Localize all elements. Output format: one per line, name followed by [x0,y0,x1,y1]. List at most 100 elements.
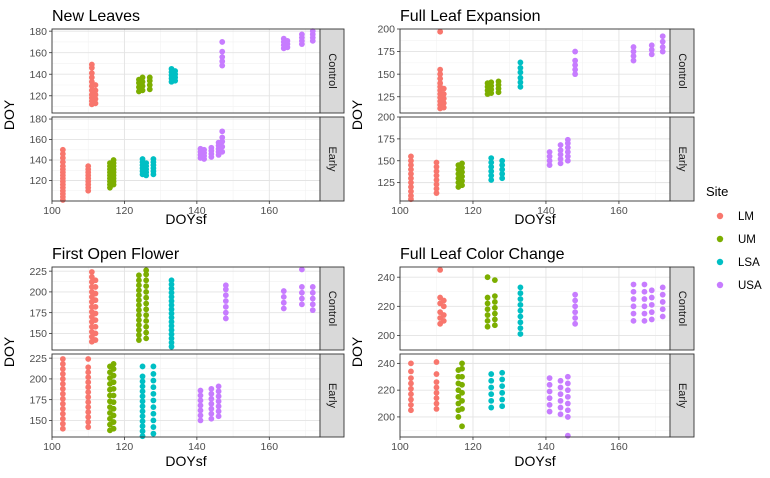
data-point-lm [440,303,447,310]
facet-strip [319,353,345,438]
data-point-um [459,164,465,171]
data-point-um [143,318,150,324]
data-point-lsa [517,307,524,314]
data-point-lm [408,192,414,199]
data-point-usa [648,46,655,53]
data-point-um [459,160,465,167]
data-point-usa [572,320,579,327]
data-point-lsa [499,376,506,383]
data-point-lsa [488,155,495,162]
data-point-lsa [517,325,524,332]
data-point-usa [648,294,655,301]
legend-key-lsa [716,258,724,266]
data-point-lsa [488,163,495,170]
data-point-um [136,277,142,284]
data-point-usa [208,415,215,422]
legend-key-lm [716,212,724,220]
data-point-lsa [139,383,146,390]
facet-panel-control: 125 150 175 200 Control [377,24,695,114]
data-point-usa [572,315,579,321]
data-point-lm [433,181,440,188]
data-point-lsa [168,314,175,321]
chart-title: New Leaves [52,8,140,25]
data-point-um [491,310,498,317]
data-point-usa [280,288,287,294]
data-point-um [459,177,465,184]
data-point-lsa [139,408,146,415]
data-point-usa [557,156,564,162]
data-point-lsa [168,306,175,313]
data-point-lm [408,375,414,381]
legend-item-usa: USA [716,280,762,292]
facet-strip-label: Control [676,291,688,326]
data-point-lsa [488,172,495,179]
data-point-usa [564,387,571,394]
data-point-um [459,365,465,372]
facet-strip [669,28,695,114]
data-point-lm [59,366,66,372]
facet-strip-label: Early [326,383,338,409]
facet-strip-label: Early [326,146,338,172]
data-point-um [110,372,117,379]
data-point-um [136,307,142,314]
data-point-lsa [499,175,506,182]
data-point-lsa [139,398,146,405]
data-point-usa [641,296,648,302]
data-point-lm [440,100,447,106]
y-tick-label: 200 [377,412,395,424]
data-point-um [110,419,117,425]
data-point-usa [659,313,666,320]
facet-strip [319,266,345,351]
data-point-usa [546,408,553,415]
data-point-um [459,373,465,380]
facet-panel-early: 125 150 175 200 Early 100 120 140 160 [377,112,695,217]
chart-3: Full Leaf Color Change DOY DOYsf 200 220 240 C… [349,246,695,469]
data-point-usa [309,28,316,35]
x-tick-label: 140 [537,441,555,453]
data-point-lm [85,374,92,381]
data-point-um [488,79,495,86]
data-point-lsa [488,177,495,183]
data-point-lm [85,394,92,401]
data-point-lm [59,361,66,367]
data-point-um [110,405,117,412]
data-point-lsa [517,79,524,86]
data-point-lsa [517,64,524,71]
data-point-lsa [150,424,157,430]
data-point-usa [215,413,222,420]
data-point-usa [659,284,666,291]
facet-panel-control: 150 175 200 225 Control [29,266,345,351]
data-point-lsa [139,378,146,385]
data-point-um [110,379,117,386]
data-point-um [136,322,142,328]
data-point-lsa [139,418,146,425]
data-point-usa [309,307,316,314]
data-point-lm [92,317,99,324]
data-point-lm [408,179,414,186]
data-points [408,359,571,439]
y-tick-label: 140 [29,155,47,167]
data-point-lsa [488,168,495,175]
data-point-usa [564,380,571,387]
data-point-lsa [517,301,524,308]
data-point-lsa [150,404,157,411]
data-point-um [136,297,142,304]
data-point-lsa [488,404,495,411]
data-point-lm [92,91,99,98]
data-point-lm [59,395,66,402]
data-point-um [136,302,142,309]
y-tick-label: 150 [29,415,47,427]
data-point-lm [59,146,66,153]
data-point-lsa [168,281,175,288]
y-tick-label: 200 [377,112,395,124]
data-point-lm [59,356,66,362]
data-point-lsa [168,310,175,317]
data-point-um [143,267,150,274]
data-point-usa [298,289,305,296]
data-point-usa [222,298,229,304]
data-point-lsa [139,156,146,162]
legend-key-usa [716,281,724,289]
facet-panel-early: 200 220 240 Early 100 120 140 160 [377,353,695,453]
y-tick-label: 220 [377,301,395,313]
data-point-um [136,327,142,333]
